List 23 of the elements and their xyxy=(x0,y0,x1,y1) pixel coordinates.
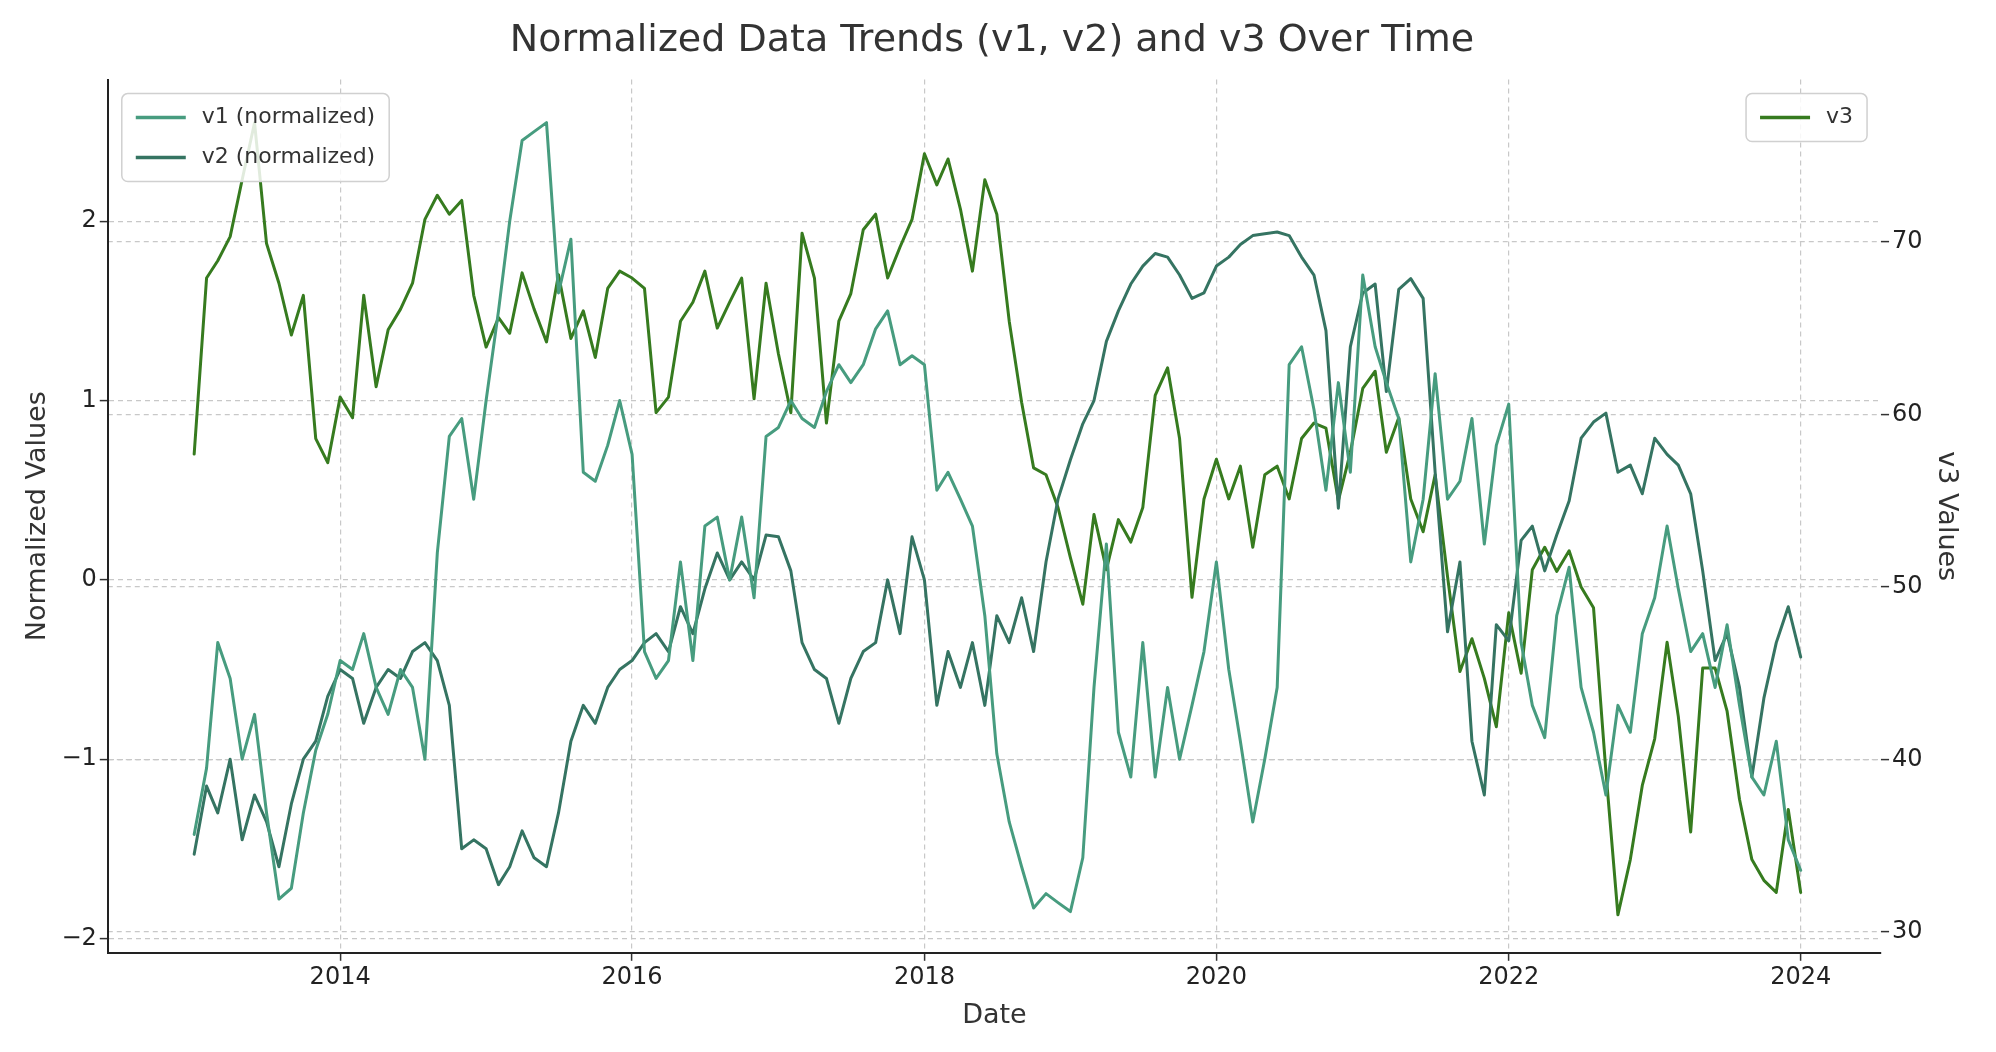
y2-axis-title: v3 Values xyxy=(1932,451,1964,582)
y2-tick-label: 60 xyxy=(1892,398,1923,427)
legend-label: v1 (normalized) xyxy=(201,103,376,129)
x-tick-label: 2024 xyxy=(1770,962,1832,991)
x-tick-label: 2020 xyxy=(1185,962,1247,991)
chart-title: Normalized Data Trends (v1, v2) and v3 Over Time xyxy=(509,15,1475,60)
y2-tick-label: 50 xyxy=(1892,571,1923,600)
x-tick-label: 2018 xyxy=(893,962,955,991)
legend-label: v2 (normalized) xyxy=(201,143,376,169)
y-tick-label: −2 xyxy=(61,922,97,951)
legend-label: v3 xyxy=(1826,103,1854,129)
x-tick-label: 2022 xyxy=(1478,962,1540,991)
y2-tick-label: 70 xyxy=(1892,226,1923,255)
y-tick-label: −1 xyxy=(61,743,97,772)
x-axis-title: Date xyxy=(962,997,1027,1029)
x-tick-label: 2016 xyxy=(601,962,663,991)
y-tick-label: 1 xyxy=(81,384,97,413)
y2-tick-label: 30 xyxy=(1892,916,1923,945)
y2-tick-label: 40 xyxy=(1892,743,1923,772)
y-axis-title: Normalized Values xyxy=(20,391,52,642)
y-tick-label: 0 xyxy=(81,564,97,593)
x-tick-label: 2014 xyxy=(309,962,371,991)
y-tick-label: 2 xyxy=(81,205,97,234)
